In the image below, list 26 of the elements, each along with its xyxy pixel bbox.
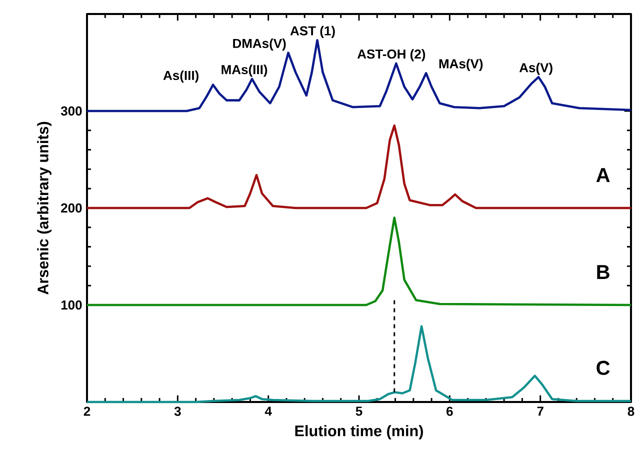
series-label: C: [596, 360, 610, 375]
line-series: [86, 124, 632, 210]
annotation: AST (1): [290, 26, 335, 38]
y-tick-label: 100: [61, 300, 82, 310]
x-axis-title: Elution time (min): [295, 425, 423, 440]
x-tick-label: 8: [628, 406, 634, 416]
line-series: [86, 39, 632, 112]
annotation: MAs(V): [439, 58, 483, 71]
x-tick-label: 7: [537, 406, 544, 416]
annotation: MAs(III): [222, 64, 268, 77]
annotation: As(V): [519, 62, 552, 75]
y-tick-label: 300: [60, 106, 82, 116]
series-label: A: [596, 168, 610, 182]
line-series: [86, 325, 632, 404]
line-series: [86, 216, 632, 306]
y-tick-label: 200: [61, 203, 82, 213]
x-tick-label: 4: [264, 406, 272, 416]
annotation: DMAs(V): [233, 38, 286, 51]
y-axis-title: Arsenic (arbitrary units): [37, 122, 52, 295]
x-tick-label: 3: [174, 406, 181, 416]
annotation: AST-OH (2): [357, 49, 426, 62]
annotation: As(III): [163, 70, 198, 83]
x-tick-label: 6: [446, 406, 453, 416]
series-label: B: [597, 265, 610, 279]
x-tick-label: 2: [84, 406, 90, 416]
x-tick-label: 5: [356, 406, 362, 416]
